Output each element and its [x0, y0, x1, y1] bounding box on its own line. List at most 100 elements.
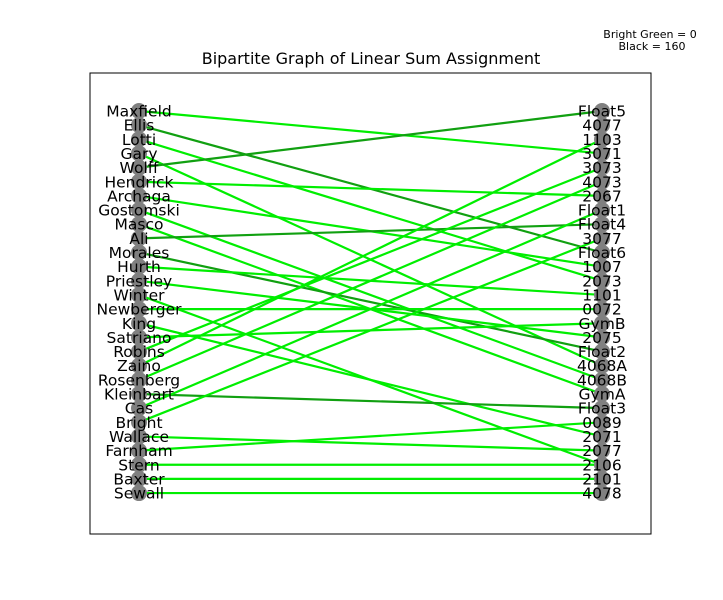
left-node-label-hendrick: Hendrick — [104, 173, 173, 191]
left-node-label-cas: Cas — [125, 400, 153, 418]
right-node-label-float5: Float5 — [578, 103, 626, 121]
node-layer — [131, 103, 610, 502]
right-node-label-3073: 3073 — [582, 159, 621, 177]
edge-hendrick-2067 — [138, 180, 603, 197]
edge-maxfield-3071 — [138, 109, 603, 155]
left-node-label-newberger: Newberger — [96, 301, 182, 319]
left-node-satriano — [131, 329, 147, 346]
left-node-hendrick — [131, 173, 147, 190]
right-node-label-2075: 2075 — [582, 329, 621, 347]
edge-bright-3077 — [138, 237, 603, 424]
right-node-label-0072: 0072 — [582, 301, 621, 319]
right-node-label-4078: 4078 — [582, 485, 621, 503]
edge-ali-float4 — [138, 223, 603, 240]
left-node-label-ali: Ali — [129, 230, 148, 248]
right-node-label-1103: 1103 — [582, 131, 621, 149]
right-node-2073 — [594, 272, 610, 289]
right-node-label-float1: Float1 — [578, 202, 626, 220]
legend-line-1: Black = 160 — [619, 40, 686, 53]
right-node-label-3071: 3071 — [582, 145, 621, 163]
right-node-float6 — [594, 244, 610, 261]
right-node-2101 — [594, 470, 610, 487]
left-node-label-maxfield: Maxfield — [106, 103, 172, 121]
left-node-stern — [131, 456, 147, 473]
right-node-2075 — [594, 329, 610, 346]
left-node-label-priestley: Priestley — [106, 272, 172, 290]
right-node-label-float3: Float3 — [578, 400, 626, 418]
right-node-1007 — [594, 258, 610, 275]
left-node-gary — [131, 145, 147, 162]
edge-wallace-2077 — [138, 435, 603, 452]
left-node-label-stern: Stern — [118, 456, 159, 474]
right-node-4068a — [594, 357, 610, 374]
left-node-label-rosenberg: Rosenberg — [98, 371, 180, 389]
left-node-lotti — [131, 131, 147, 148]
right-node-0072 — [594, 301, 610, 318]
right-node-label-4077: 4077 — [582, 117, 621, 135]
left-node-gostomski — [131, 202, 147, 219]
left-node-label-morales: Morales — [109, 244, 170, 262]
right-node-1101 — [594, 286, 610, 303]
right-node-float3 — [594, 400, 610, 417]
edge-cas-float1 — [138, 209, 603, 410]
right-node-label-2106: 2106 — [582, 456, 621, 474]
left-node-cas — [131, 400, 147, 417]
right-node-label-float2: Float2 — [578, 343, 626, 361]
left-node-label-gary: Gary — [120, 145, 157, 163]
right-node-label-4068b: 4068B — [577, 371, 627, 389]
left-node-label-wolff: Wolff — [120, 159, 159, 177]
plot-frame — [89, 72, 652, 535]
right-node-2067 — [594, 187, 610, 204]
left-node-label-archaga: Archaga — [107, 187, 171, 205]
right-node-label-2073: 2073 — [582, 272, 621, 290]
right-node-1103 — [594, 131, 610, 148]
left-node-farnham — [131, 442, 147, 459]
left-node-baxter — [131, 470, 147, 487]
edge-layer — [138, 109, 603, 495]
right-node-3077 — [594, 230, 610, 247]
right-node-label-2071: 2071 — [582, 428, 621, 446]
right-node-label-2101: 2101 — [582, 470, 621, 488]
left-node-hurth — [131, 258, 147, 275]
right-node-label-gymb: GymB — [579, 315, 626, 333]
left-node-label-farnham: Farnham — [105, 442, 172, 460]
edge-gostomski-4068b — [138, 209, 603, 381]
right-node-0089 — [594, 414, 610, 431]
label-layer: MaxfieldEllisLottiGaryWolffHendrickArcha… — [96, 103, 627, 503]
right-node-label-float4: Float4 — [578, 216, 626, 234]
left-node-label-robins: Robins — [113, 343, 165, 361]
right-node-label-1007: 1007 — [582, 258, 621, 276]
edge-morales-float2 — [138, 251, 603, 353]
legend-line-0: Bright Green = 0 — [603, 28, 696, 41]
graph-title: Bipartite Graph of Linear Sum Assignment — [202, 49, 541, 68]
edge-robins-3073 — [138, 166, 603, 353]
left-node-label-winter: Winter — [113, 286, 165, 304]
edge-rosenberg-4073 — [138, 180, 603, 381]
edge-kleinbart-float3 — [138, 392, 603, 410]
left-node-morales — [131, 244, 147, 261]
left-node-label-lotti: Lotti — [122, 131, 156, 149]
left-node-newberger — [131, 301, 147, 318]
left-node-ali — [131, 230, 147, 247]
edge-lotti-2073 — [138, 138, 603, 282]
right-node-4073 — [594, 173, 610, 190]
right-node-float5 — [594, 103, 610, 119]
left-node-robins — [131, 343, 147, 360]
right-node-float2 — [594, 343, 610, 360]
right-node-3071 — [594, 145, 610, 162]
edge-zaino-1103 — [138, 138, 603, 367]
left-node-wallace — [131, 428, 147, 445]
left-node-ellis — [131, 117, 147, 134]
left-node-label-baxter: Baxter — [113, 470, 165, 488]
edge-farnham-0089 — [138, 421, 603, 452]
left-node-label-hurth: Hurth — [117, 258, 161, 276]
right-node-2077 — [594, 442, 610, 459]
left-node-kleinbart — [131, 386, 147, 402]
left-node-label-ellis: Ellis — [124, 117, 155, 135]
left-node-label-satriano: Satriano — [107, 329, 172, 347]
left-node-masco — [131, 216, 147, 233]
edge-wolff-float5 — [138, 109, 603, 169]
left-node-bright — [131, 414, 147, 431]
left-node-king — [131, 315, 147, 332]
edge-king-2071 — [138, 322, 603, 438]
